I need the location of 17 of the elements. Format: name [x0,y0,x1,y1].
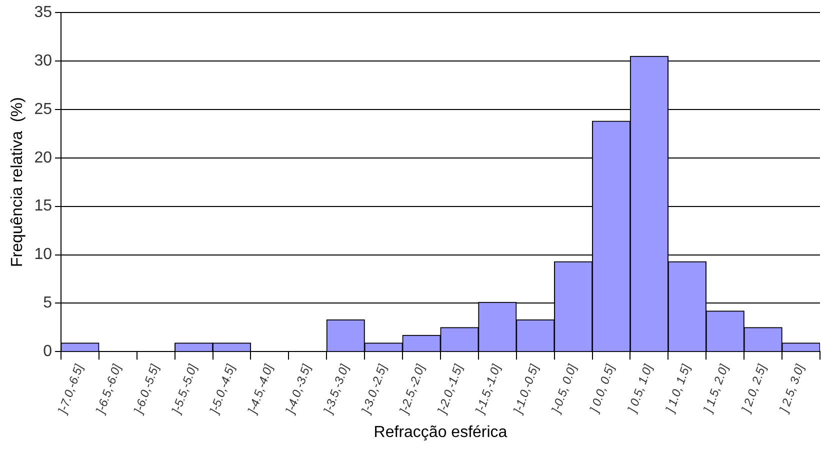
y-tick-label: 20 [34,149,52,166]
x-axis-title: Refracção esférica [374,424,508,441]
x-tick-label: ] 2.0, 2.5] [738,362,770,416]
y-axis-title: Frequência relativa (%) [9,97,26,268]
x-tick-label: ]-0.5, 0.0] [548,362,580,416]
y-tick-label: 15 [34,198,52,215]
x-tick-label: ] 0.0, 0.5] [586,362,618,416]
x-tick-label: ] 0.5, 1.0] [624,362,656,416]
x-tick-label: ] 2.5, 3.0] [776,362,808,416]
y-tick-label: 0 [43,343,52,360]
y-tick-label: 35 [34,4,52,22]
x-tick-label: ] 1.5, 2.0] [700,362,732,416]
y-tick-label: 10 [34,246,52,264]
x-tick-label: ] 1.0, 1.5] [662,362,694,416]
y-tick-label: 30 [34,52,52,70]
y-tick-label: 5 [43,294,52,312]
y-tick-label: 25 [34,100,52,118]
